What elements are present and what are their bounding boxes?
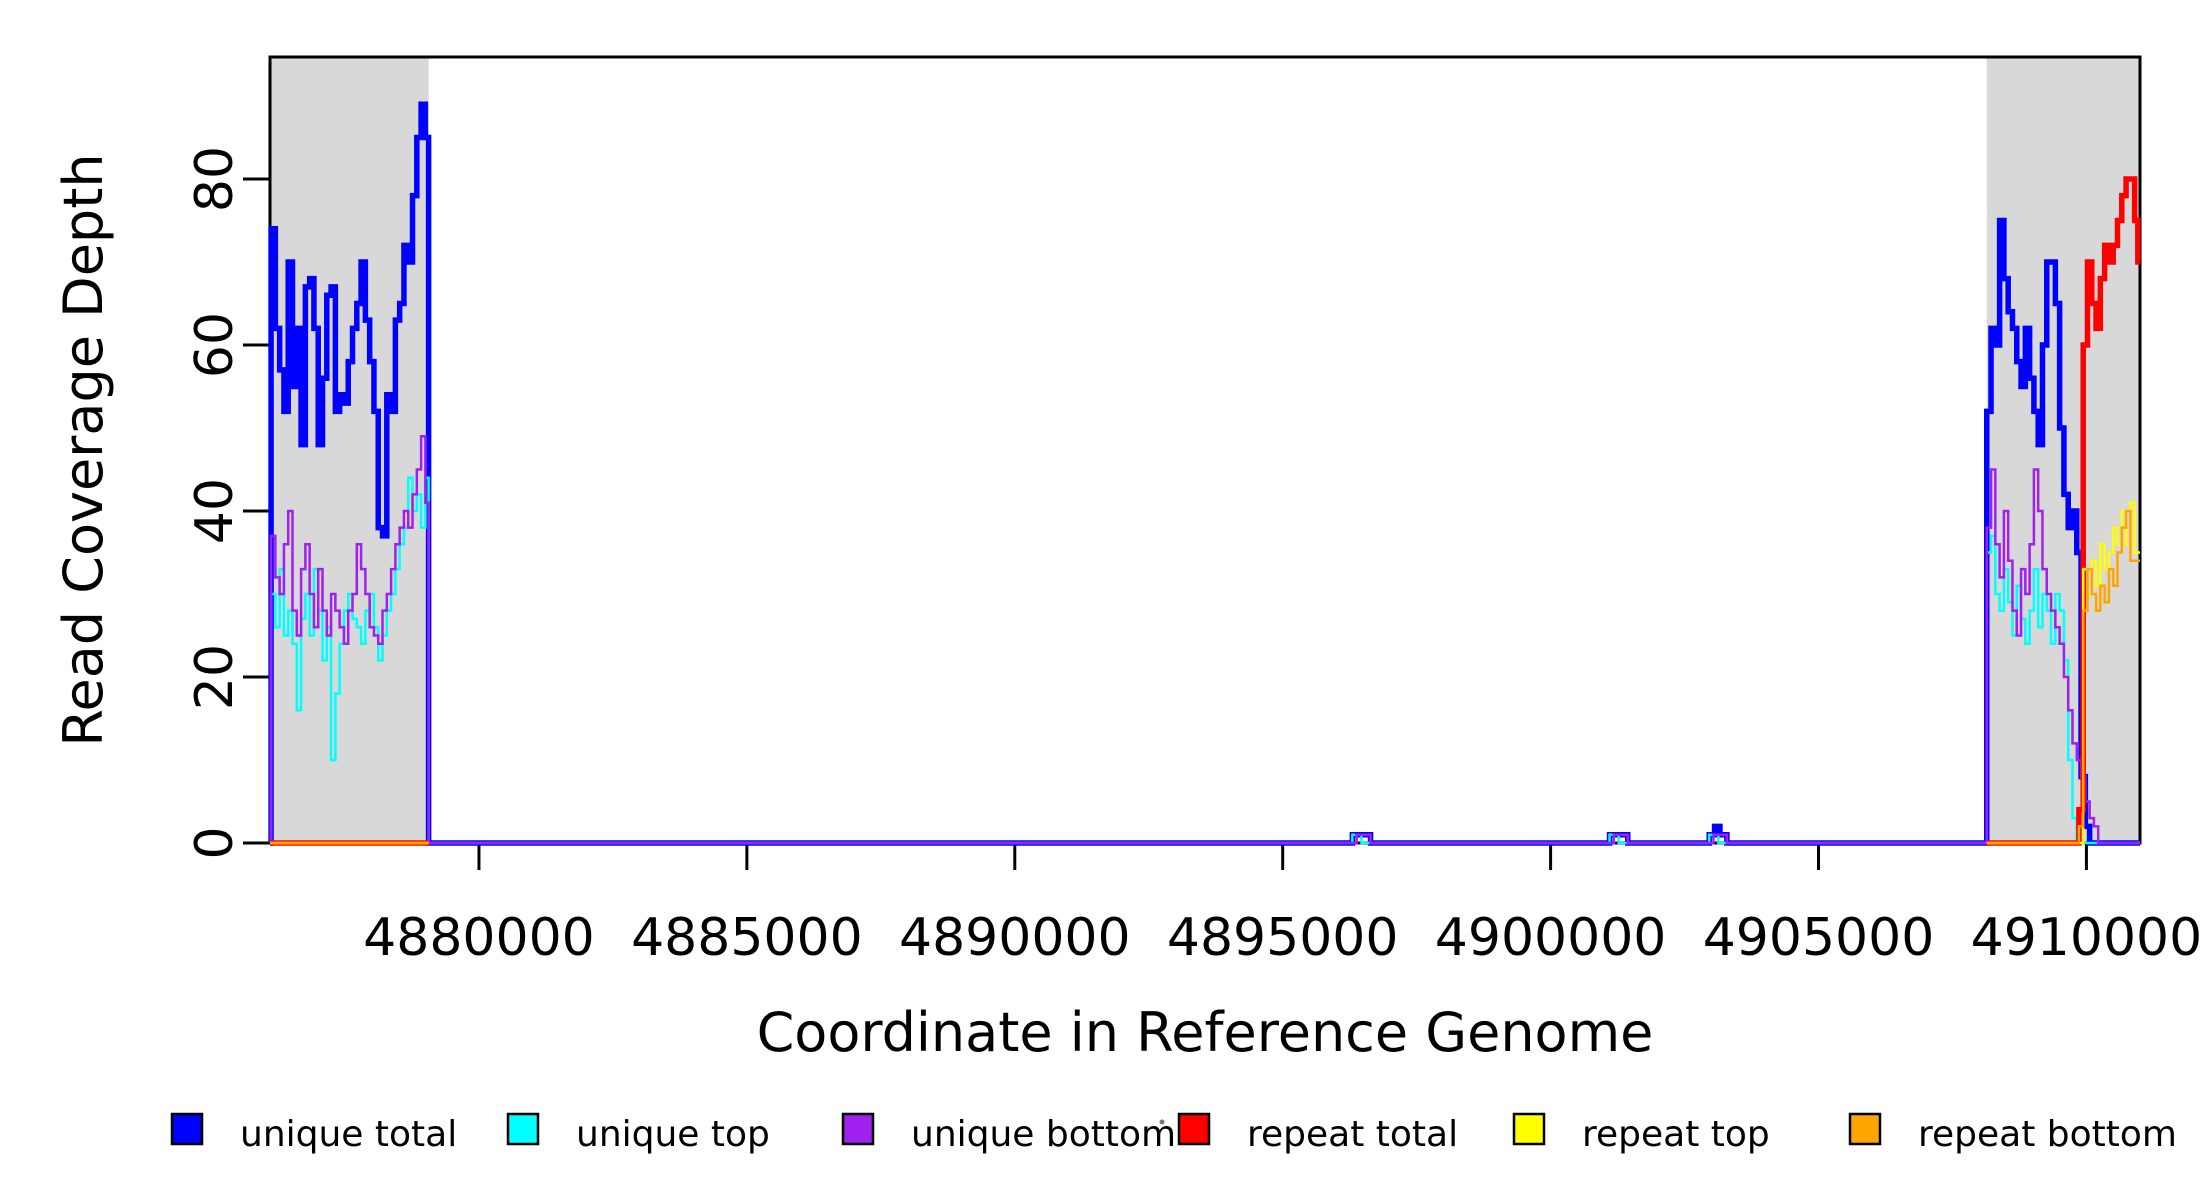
x-axis-tick-label: 4895000 — [1167, 908, 1399, 968]
series-unique-total — [268, 101, 2140, 846]
x-axis-tick-label: 4885000 — [631, 908, 863, 968]
series-repeat-top — [1986, 501, 2140, 845]
legend-label-repeat-bottom: repeat bottom — [1918, 1114, 2177, 1155]
x-axis-tick-label: 4890000 — [899, 908, 1131, 968]
legend-swatch-repeat-top — [1512, 1112, 1546, 1146]
y-axis-tick-label: 0 — [185, 826, 245, 859]
x-axis-tick-label: 4910000 — [1971, 908, 2200, 968]
series-repeat-total — [1986, 176, 2141, 846]
series-unique-bottom — [269, 435, 2140, 845]
legend-label-unique-top: unique top — [576, 1114, 770, 1155]
plot-frame — [268, 55, 2142, 845]
legend-swatch-unique-total — [170, 1112, 204, 1146]
y-axis-tick-label: 80 — [185, 146, 245, 212]
y-axis-title: Read Coverage Depth — [52, 153, 115, 747]
x-axis-tick-label: 4880000 — [363, 908, 595, 968]
legend-label-repeat-total: repeat total — [1247, 1114, 1458, 1155]
y-axis-tick-label: 60 — [185, 312, 245, 378]
legend-swatch-repeat-total — [1177, 1112, 1211, 1146]
legend-swatch-unique-top — [506, 1112, 540, 1146]
x-axis-title: Coordinate in Reference Genome — [756, 1001, 1654, 1064]
legend-label-unique-bottom: unique bottom — [911, 1114, 1176, 1155]
y-axis-tick-label: 20 — [185, 644, 245, 710]
repeat-region-band-1 — [270, 57, 429, 843]
legend-swatch-repeat-bottom — [1848, 1112, 1882, 1146]
series-repeat-bottom — [1986, 509, 2140, 845]
legend-label-repeat-top: repeat top — [1582, 1114, 1770, 1155]
stray-dot — [1159, 1119, 1165, 1125]
x-axis-tick-label: 4900000 — [1435, 908, 1667, 968]
x-axis-tick-label: 4905000 — [1703, 908, 1935, 968]
legend-swatch-unique-bottom — [841, 1112, 875, 1146]
y-axis-tick-label: 40 — [185, 478, 245, 544]
legend-label-unique-total: unique total — [240, 1114, 457, 1155]
series-unique-top — [269, 476, 2140, 845]
